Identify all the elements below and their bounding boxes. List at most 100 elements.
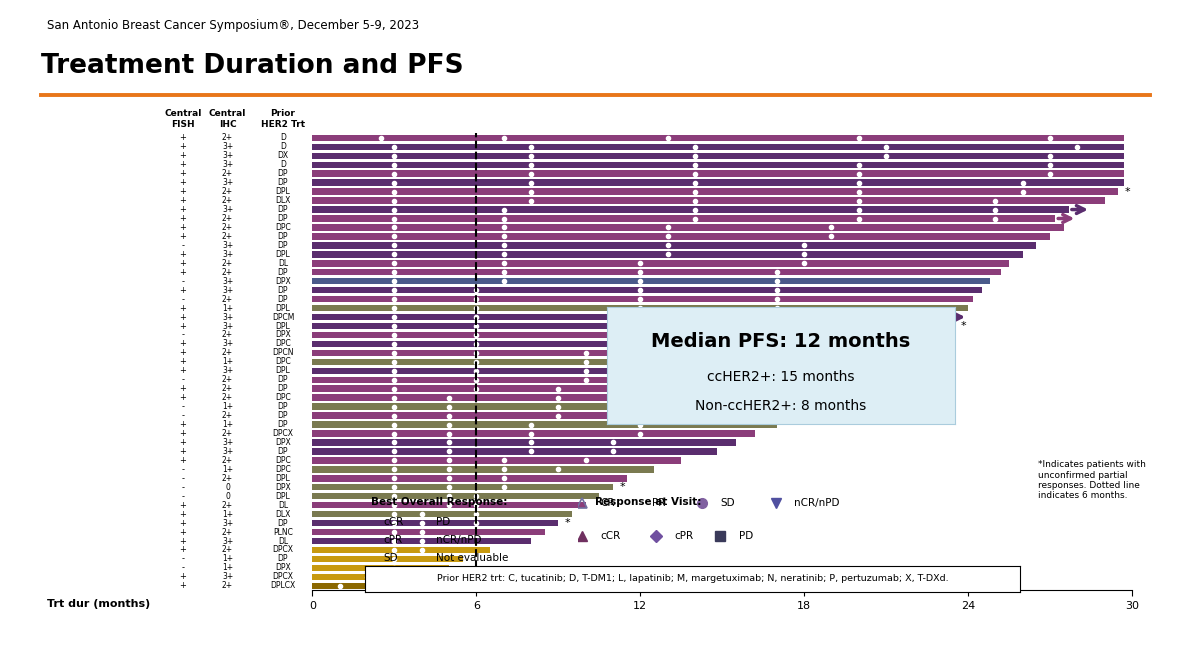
Text: -: - (182, 402, 184, 411)
Text: 2+: 2+ (222, 232, 233, 241)
Text: Central
IHC: Central IHC (209, 109, 246, 129)
Text: DPX: DPX (275, 438, 291, 447)
Text: +: + (179, 223, 186, 232)
Text: 3+: 3+ (222, 205, 233, 214)
Text: DP: DP (278, 169, 288, 178)
Text: nCR/nPD: nCR/nPD (795, 498, 839, 508)
Text: DP: DP (278, 241, 288, 250)
Text: +: + (179, 133, 186, 142)
Text: +: + (179, 528, 186, 536)
Text: +: + (179, 232, 186, 241)
Text: DLX: DLX (275, 510, 291, 519)
Text: 1+: 1+ (222, 554, 233, 564)
Text: 2+: 2+ (222, 295, 233, 303)
Text: DP: DP (278, 205, 288, 214)
Bar (312, 484, 613, 490)
Bar (312, 412, 790, 419)
Text: Best Overall Response:: Best Overall Response: (371, 497, 508, 507)
Text: cCR: cCR (600, 532, 620, 541)
Bar (312, 422, 777, 428)
Text: DPCX: DPCX (272, 572, 294, 582)
Text: +: + (179, 519, 186, 528)
Text: cPR: cPR (674, 532, 693, 541)
Bar (312, 287, 982, 293)
Bar (312, 251, 1022, 257)
Bar (312, 511, 572, 518)
Text: 1+: 1+ (222, 402, 233, 411)
Text: 0: 0 (225, 483, 230, 492)
Bar (312, 582, 381, 589)
Bar (312, 161, 1124, 168)
Bar (312, 368, 872, 374)
Bar (312, 440, 736, 446)
Text: DP: DP (278, 376, 288, 384)
Text: DPX: DPX (275, 483, 291, 492)
Text: +: + (179, 510, 186, 519)
Bar (312, 224, 1063, 231)
Bar (312, 323, 954, 329)
Text: +: + (179, 169, 186, 178)
Bar (312, 206, 1069, 213)
Text: +: + (179, 250, 186, 259)
Text: D: D (281, 142, 285, 151)
Text: DPCN: DPCN (272, 348, 294, 358)
Text: DP: DP (278, 285, 288, 295)
Text: 3+: 3+ (222, 572, 233, 582)
Text: DPC: DPC (275, 223, 291, 232)
Bar (312, 386, 837, 392)
Bar (312, 179, 1124, 186)
Text: 2+: 2+ (222, 582, 233, 590)
Text: +: + (179, 348, 186, 358)
Text: +: + (179, 205, 186, 214)
Text: +: + (179, 178, 186, 187)
Text: Prior
HER2 Trt: Prior HER2 Trt (261, 109, 305, 129)
Text: +: + (179, 214, 186, 223)
Text: DPLCX: DPLCX (270, 582, 296, 590)
Bar (312, 547, 490, 553)
Text: -: - (182, 241, 184, 250)
Text: DP: DP (278, 295, 288, 303)
Text: 2+: 2+ (222, 429, 233, 438)
Bar (312, 538, 531, 544)
Text: 3+: 3+ (222, 285, 233, 295)
Text: 2+: 2+ (222, 169, 233, 178)
Bar (312, 215, 1055, 221)
Text: +: + (179, 456, 186, 465)
Text: cCR: cCR (383, 517, 403, 527)
Bar (312, 466, 654, 473)
Bar (312, 565, 449, 571)
Text: DL: DL (278, 536, 288, 546)
Text: -: - (182, 554, 184, 564)
Text: DPL: DPL (276, 366, 290, 376)
Text: 3+: 3+ (222, 313, 233, 321)
Text: DPX: DPX (275, 330, 291, 340)
Bar (312, 260, 1009, 267)
Text: +: + (179, 384, 186, 394)
Text: DPCX: DPCX (272, 546, 294, 554)
Text: +: + (179, 536, 186, 546)
Text: -: - (182, 277, 184, 285)
Text: Treatment Duration and PFS: Treatment Duration and PFS (41, 53, 463, 79)
Text: 3+: 3+ (222, 321, 233, 331)
Text: DP: DP (278, 232, 288, 241)
Text: 0: 0 (225, 492, 230, 501)
Bar (312, 278, 990, 284)
Text: *: * (961, 321, 967, 331)
Text: DPX: DPX (275, 277, 291, 285)
Bar (312, 556, 462, 562)
Text: 2+: 2+ (222, 196, 233, 205)
Text: DLX: DLX (275, 196, 291, 205)
Text: 3+: 3+ (222, 438, 233, 447)
Text: DP: DP (278, 447, 288, 456)
Text: +: + (179, 340, 186, 348)
Text: +: + (179, 160, 186, 169)
Text: DP: DP (278, 411, 288, 420)
Text: DPC: DPC (275, 456, 291, 465)
Text: 1+: 1+ (222, 420, 233, 429)
Text: -: - (182, 295, 184, 303)
Text: 3+: 3+ (222, 447, 233, 456)
Text: SD: SD (383, 553, 397, 563)
Text: PR: PR (652, 498, 665, 508)
Text: +: + (179, 582, 186, 590)
Bar (312, 574, 435, 580)
